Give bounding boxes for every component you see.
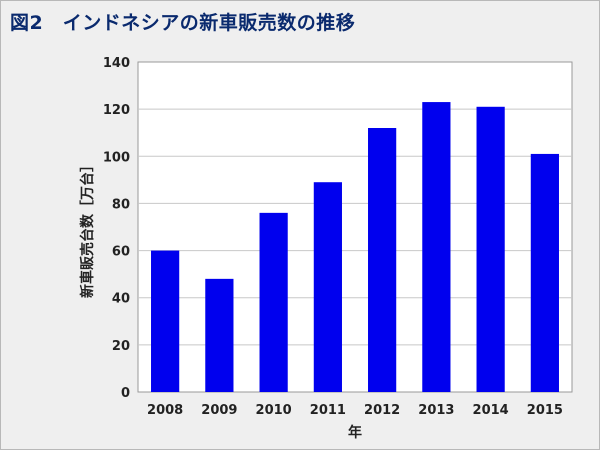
x-tick-label: 2014 — [473, 403, 509, 418]
x-tick-label: 2012 — [364, 403, 400, 418]
y-tick-label: 60 — [112, 245, 130, 260]
y-tick-label: 0 — [121, 386, 130, 401]
bars — [151, 102, 559, 393]
y-tick-label: 40 — [112, 292, 130, 307]
bar-2010 — [259, 212, 288, 392]
y-tick-label: 120 — [103, 103, 130, 118]
y-tick-label: 100 — [103, 150, 130, 165]
x-tick-labels: 2008 2009 2010 2011 2012 2013 2014 2015 — [147, 403, 563, 418]
y-axis-label: 新車販売台数［万台］ — [79, 158, 96, 298]
y-tick-labels: 0 20 40 60 80 100 120 140 — [103, 56, 130, 401]
y-tick-label: 140 — [103, 56, 130, 71]
x-tick-label: 2013 — [418, 403, 454, 418]
x-tick-label: 2008 — [147, 403, 183, 418]
bar-2009 — [205, 278, 234, 392]
x-tick-label: 2011 — [310, 403, 346, 418]
y-tick-label: 20 — [112, 339, 130, 354]
bar-2012 — [368, 128, 397, 392]
x-tick-label: 2015 — [527, 403, 563, 418]
bar-2013 — [422, 102, 451, 393]
plot-area — [137, 61, 573, 393]
y-tick-label: 80 — [112, 197, 130, 212]
chart-title: 図2 インドネシアの新車販売数の推移 — [10, 12, 356, 34]
bar-2014 — [476, 106, 505, 393]
x-tick-label: 2009 — [201, 403, 237, 418]
x-axis-label: 年 — [348, 424, 362, 441]
bar-2011 — [313, 182, 342, 392]
bar-2015 — [530, 153, 559, 392]
x-tick-label: 2010 — [256, 403, 292, 418]
bar-2008 — [151, 250, 180, 392]
